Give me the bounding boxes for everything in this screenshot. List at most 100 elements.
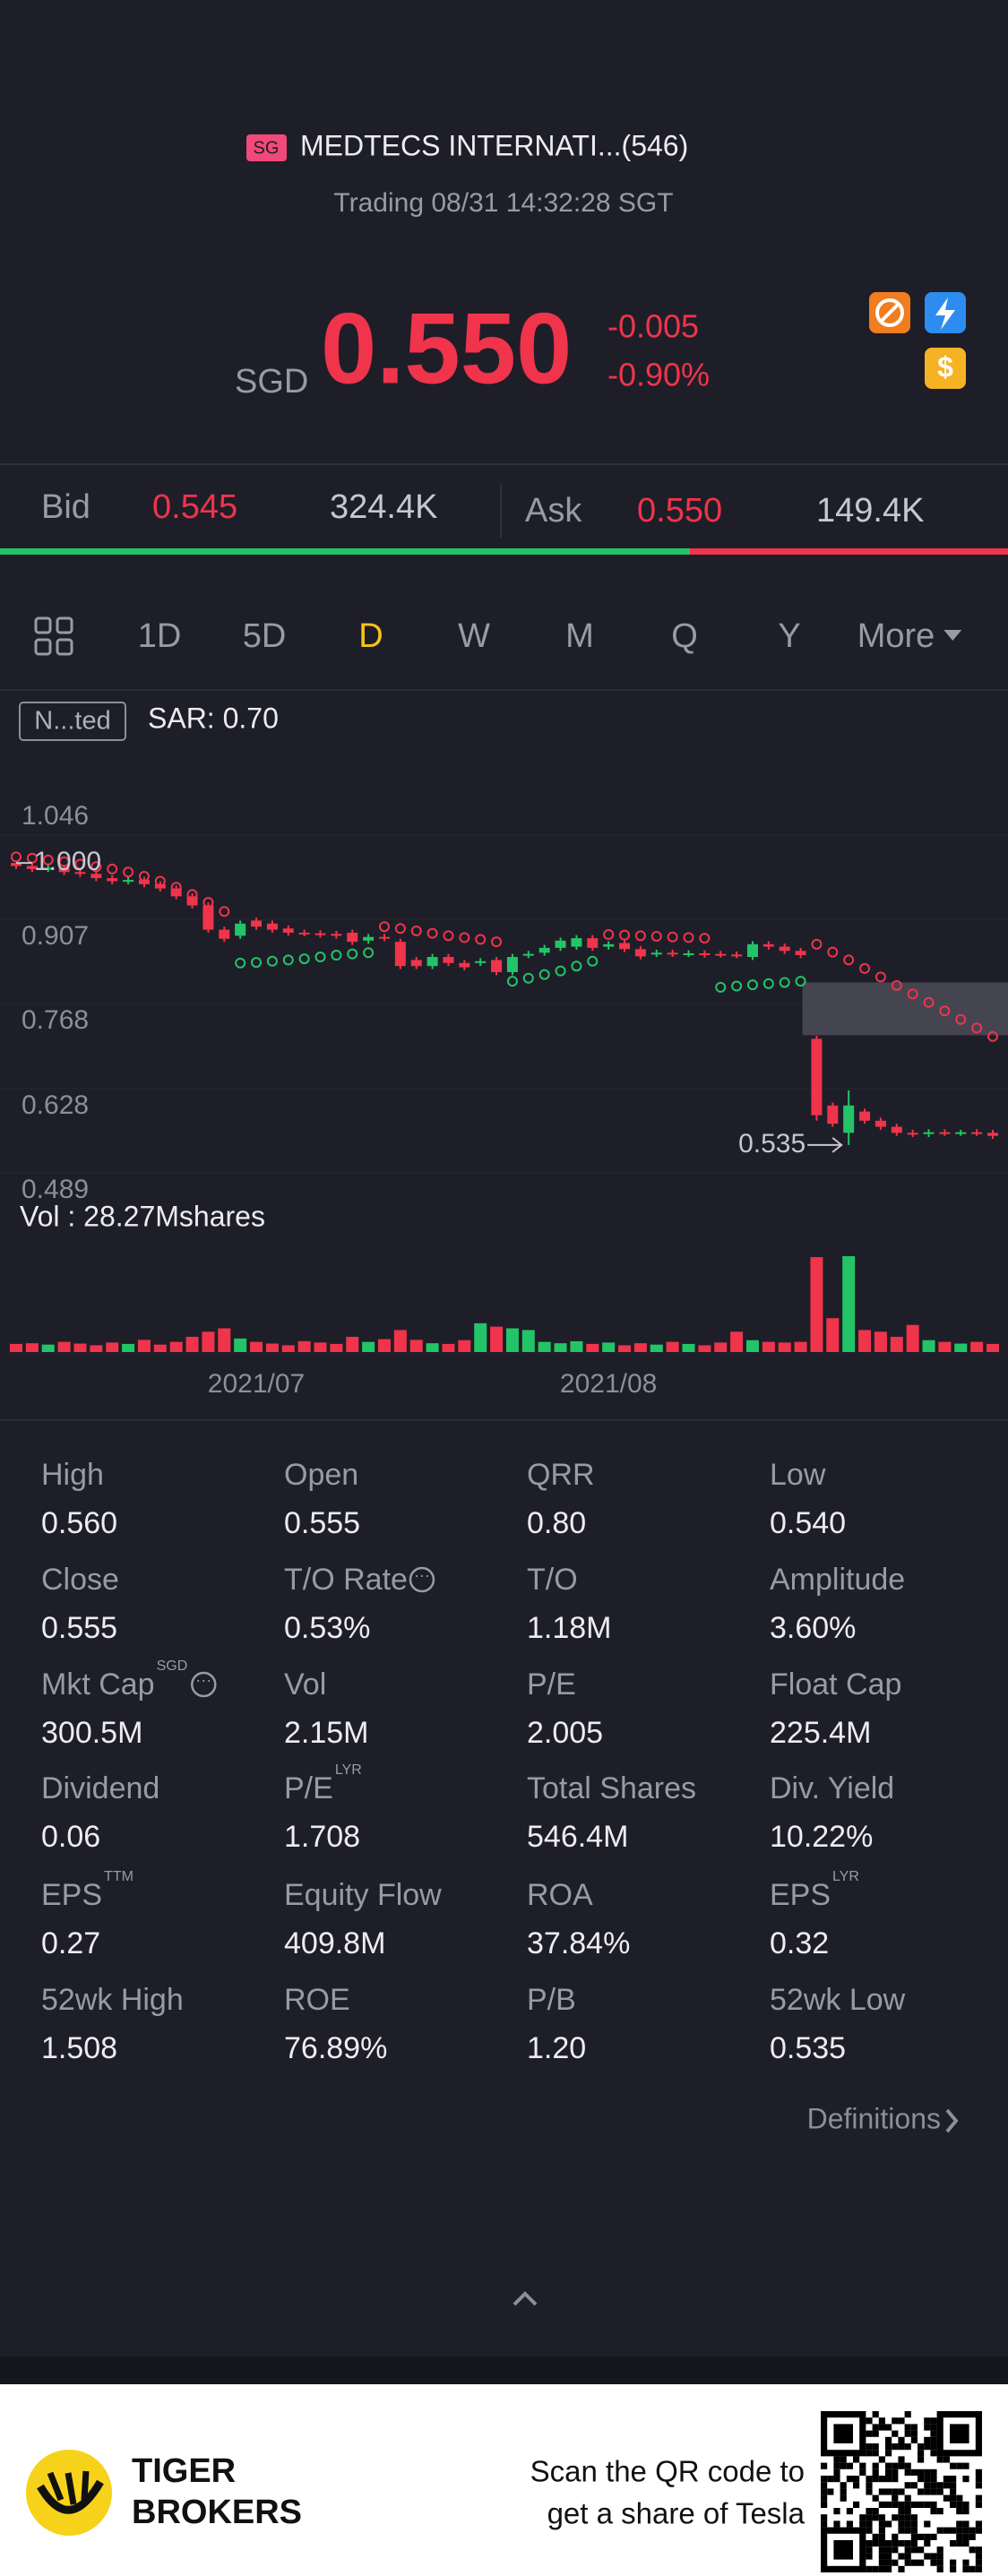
qr-module: [975, 2476, 982, 2483]
definitions-link[interactable]: Definitions: [807, 2102, 941, 2134]
qr-module: [969, 2527, 976, 2534]
qr-module: [910, 2514, 918, 2521]
indicator-button[interactable]: [19, 702, 126, 741]
qr-module: [930, 2436, 937, 2443]
stat-label: Close: [41, 1563, 119, 1597]
volume-bar: [922, 1340, 935, 1352]
sar-dot: [811, 938, 823, 950]
candle-body: [715, 953, 727, 956]
qr-module: [910, 2482, 918, 2489]
sar-dot: [314, 952, 326, 963]
candle-body: [186, 896, 198, 906]
tab[interactable]: More: [857, 617, 935, 655]
tab[interactable]: M: [565, 617, 594, 655]
qr-module: [904, 2546, 911, 2554]
qr-module: [866, 2450, 873, 2457]
candle-body: [235, 923, 246, 936]
volume-bar: [586, 1343, 599, 1352]
qr-module: [866, 2514, 873, 2521]
icon-yellow[interactable]: [925, 348, 966, 389]
stat-value: 225.4M: [770, 1716, 871, 1750]
stat-value: 1.708: [284, 1820, 360, 1854]
qr-module: [853, 2476, 860, 2483]
qr-module: [859, 2514, 866, 2521]
candle-body: [282, 928, 294, 933]
qr-module: [885, 2553, 892, 2560]
volume-bar: [297, 1340, 311, 1352]
volume-bar: [682, 1343, 695, 1352]
volume-bar: [618, 1345, 632, 1352]
price: 0.550: [321, 293, 572, 405]
volume-bar: [698, 1345, 711, 1352]
qr-module: [878, 2456, 885, 2463]
tab[interactable]: 5D: [243, 617, 287, 655]
candle-body: [907, 1133, 918, 1135]
volume-bar: [890, 1336, 903, 1352]
change: -0.005: [607, 308, 699, 345]
qr-module: [892, 2443, 899, 2451]
qr-module: [878, 2488, 885, 2495]
qr-module: [872, 2443, 879, 2451]
info-icon[interactable]: [191, 1671, 217, 1698]
qr-module: [840, 2456, 847, 2463]
qr-module: [866, 2565, 873, 2572]
sar-dot: [603, 929, 615, 941]
icon-glyph: [875, 298, 904, 327]
volume-bar: [265, 1343, 279, 1352]
qr-module: [846, 2462, 853, 2469]
sar-dot: [459, 932, 470, 943]
qr-module: [885, 2476, 892, 2483]
qr-module: [930, 2559, 937, 2566]
qr-module: [975, 2501, 982, 2508]
tab[interactable]: Q: [671, 617, 698, 655]
volume-bar: [986, 1343, 999, 1352]
qr-module: [872, 2424, 879, 2431]
bid-label: Bid: [41, 488, 90, 526]
info-icon[interactable]: [409, 1566, 435, 1593]
dropdown-arrow: [943, 630, 962, 641]
footer-shadow: [0, 2356, 1008, 2384]
stat-label: P/E: [284, 1771, 333, 1805]
volume-bar: [633, 1343, 647, 1352]
tab[interactable]: 1D: [138, 617, 182, 655]
qr-module: [930, 2533, 937, 2540]
qr-module: [866, 2482, 873, 2489]
chevron: [945, 2108, 959, 2133]
qr-module: [872, 2514, 879, 2521]
tab[interactable]: Y: [778, 617, 800, 655]
sar-dot: [138, 871, 150, 883]
expand-caret[interactable]: [513, 2291, 538, 2306]
y-tick-label: 0.907: [22, 921, 89, 951]
volume-bar: [393, 1330, 407, 1352]
indicator-name[interactable]: N...ted: [34, 707, 110, 736]
qr-module: [918, 2488, 925, 2495]
layout-icon[interactable]: [34, 616, 73, 656]
volume-bar: [426, 1343, 439, 1352]
candle-body: [538, 947, 550, 953]
qr-module: [936, 2482, 943, 2489]
candle-body: [219, 929, 230, 939]
qr-module: [962, 2520, 969, 2528]
qr-module: [885, 2488, 892, 2495]
volume-bar: [810, 1257, 823, 1352]
qr-module: [904, 2540, 911, 2547]
stat-label: Open: [284, 1458, 358, 1492]
qr-module: [898, 2456, 905, 2463]
candle-body: [331, 934, 342, 936]
qr-module: [898, 2520, 905, 2528]
qr-module: [975, 2527, 982, 2534]
tab[interactable]: D: [358, 617, 383, 655]
sar-dot: [410, 925, 422, 936]
volume-bar: [106, 1342, 119, 1352]
qr-module: [943, 2476, 950, 2483]
currency: SGD: [235, 363, 308, 401]
qr-module: [904, 2508, 911, 2515]
qr-module: [962, 2508, 969, 2515]
stat-value: 0.555: [41, 1611, 117, 1645]
candle-body: [138, 880, 150, 884]
volume-label: Vol : 28.27Mshares: [20, 1200, 265, 1232]
qr-module: [930, 2501, 937, 2508]
qr-module: [878, 2553, 885, 2560]
qr-module: [962, 2476, 969, 2483]
tab[interactable]: W: [458, 617, 490, 655]
